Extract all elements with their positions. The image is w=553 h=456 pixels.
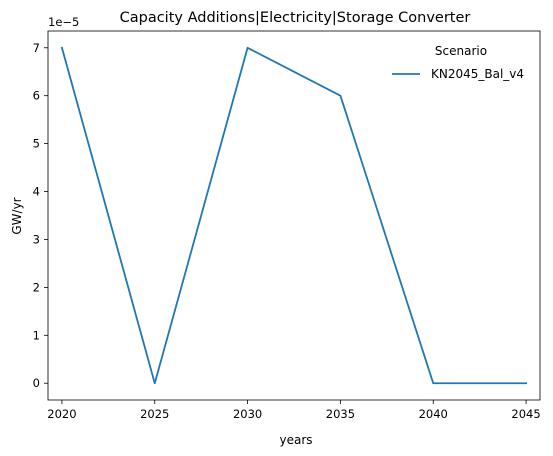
y-axis-ticks: 0 1 2 3 4 5 6 7 (33, 41, 48, 390)
y-axis-multiplier: 1e−5 (48, 15, 79, 29)
plot-area-frame (47, 30, 541, 401)
x-tick-label: 2020 (47, 407, 76, 421)
y-tick-label: 5 (33, 137, 40, 151)
x-tick-label: 2030 (233, 407, 262, 421)
chart-title: Capacity Additions|Electricity|Storage C… (120, 10, 471, 26)
x-tick-label: 2045 (511, 407, 540, 421)
y-tick-label: 4 (33, 185, 40, 199)
y-axis-label: GW/yr (10, 197, 24, 234)
legend: Scenario KN2045_Bal_v4 (392, 44, 524, 81)
legend-title: Scenario (435, 44, 487, 58)
x-axis-label: years (279, 433, 312, 447)
x-tick-label: 2025 (140, 407, 169, 421)
y-tick-label: 3 (33, 232, 40, 246)
series-lines (60, 46, 527, 385)
y-tick-label: 2 (33, 280, 40, 294)
y-tick-label: 0 (33, 376, 40, 390)
x-tick-label: 2040 (419, 407, 448, 421)
x-tick-label: 2035 (326, 407, 355, 421)
series-line-0 (60, 46, 527, 385)
y-tick-label: 6 (33, 89, 40, 103)
legend-label-kn2045-bal-v4: KN2045_Bal_v4 (431, 67, 524, 81)
y-tick-label: 1 (33, 328, 40, 342)
y-tick-label: 7 (33, 41, 40, 55)
x-axis-ticks: 2020 2025 2030 2035 2040 2045 (47, 400, 541, 421)
